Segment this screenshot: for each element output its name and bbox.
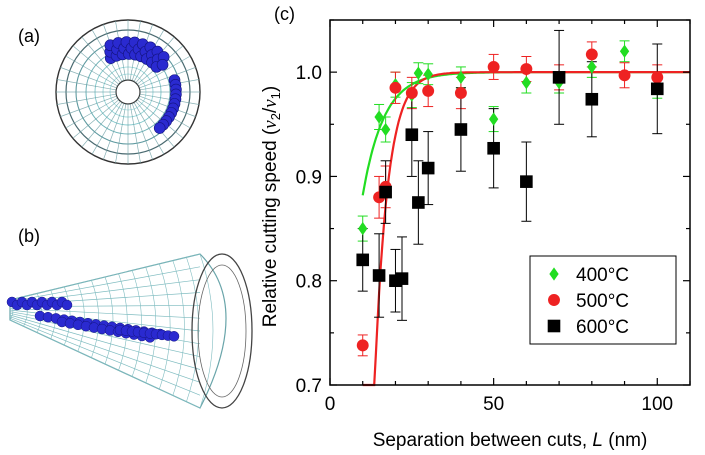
data-point <box>521 75 532 90</box>
panel-a-label: (a) <box>18 26 40 46</box>
data-point <box>619 44 630 58</box>
legend: 400°C 500°C 600°C <box>529 255 677 345</box>
data-point <box>487 60 500 73</box>
panel-b-label: (b) <box>18 226 40 246</box>
data-point <box>413 66 424 80</box>
y-tick-label: 0.7 <box>296 376 322 397</box>
legend-label: 400°C <box>576 265 629 286</box>
legend-label: 600°C <box>576 317 629 338</box>
data-point <box>423 67 433 81</box>
data-point <box>454 123 468 136</box>
y-tick-label: 0.9 <box>296 167 322 188</box>
data-point <box>356 253 370 267</box>
legend-entry: 400°C <box>549 265 629 286</box>
legend-label: 500°C <box>576 291 629 312</box>
panel-c-label: (c) <box>274 4 295 24</box>
data-point <box>422 84 435 97</box>
data-point <box>358 221 368 236</box>
data-point <box>374 110 384 124</box>
data-point <box>520 175 533 188</box>
x-tick-label: 0 <box>325 394 336 415</box>
data-point <box>618 69 631 82</box>
data-point <box>487 141 500 155</box>
y-tick-label: 1.0 <box>296 63 322 84</box>
data-point <box>412 196 425 209</box>
data-point <box>587 60 597 74</box>
data-point <box>380 122 391 137</box>
data-point <box>651 71 664 84</box>
x-tick-label: 100 <box>641 394 673 415</box>
y-axis-title: Relative cutting speed (v2/v1) <box>260 86 283 328</box>
data-point <box>372 269 386 282</box>
data-point <box>650 82 664 96</box>
data-point <box>456 70 466 85</box>
data-point <box>405 128 419 142</box>
data-point <box>585 48 598 61</box>
data-point <box>488 112 499 126</box>
data-point <box>520 63 533 75</box>
data-point <box>421 161 435 175</box>
legend-entry: 500°C <box>548 291 629 312</box>
data-point <box>585 92 599 106</box>
legend-entry: 600°C <box>547 317 629 338</box>
data-point <box>395 272 409 285</box>
data-point <box>405 87 418 99</box>
x-axis-title: Separation between cuts, L (nm) <box>373 430 648 451</box>
x-tick-label: 50 <box>483 394 504 415</box>
data-point <box>549 267 559 281</box>
data-point <box>454 87 467 99</box>
data-point <box>379 185 392 199</box>
y-tick-label: 0.8 <box>296 272 322 293</box>
data-point <box>548 294 560 306</box>
data-point <box>552 71 566 84</box>
data-point <box>356 339 369 352</box>
data-point <box>389 81 402 94</box>
data-point <box>547 319 561 333</box>
plot-frame <box>329 19 691 386</box>
